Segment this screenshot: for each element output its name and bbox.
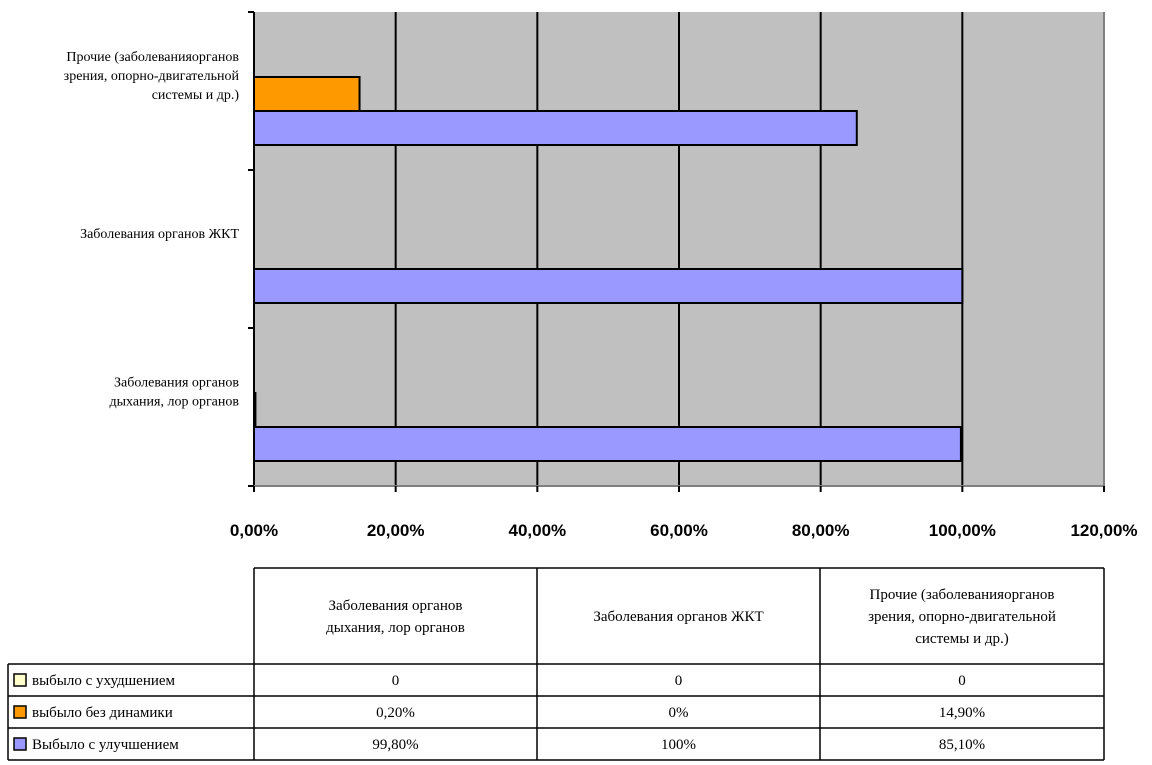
category-label: дыхания, лор органов xyxy=(109,395,239,410)
legend-swatch xyxy=(13,705,27,719)
table-header-cell: системы и др.) xyxy=(915,631,1009,647)
x-tick-label: 80,00% xyxy=(792,521,850,540)
legend-label: Выбыло с улучшением xyxy=(32,737,179,753)
table-header-cell: зрения, опорно-двигательной xyxy=(868,609,1056,625)
table-header-cell: Заболевания органов xyxy=(329,598,463,614)
table-cell: 0,20% xyxy=(376,705,415,721)
table-cell: 14,90% xyxy=(939,705,985,721)
bar-no-change xyxy=(253,76,361,112)
table-cell: 0 xyxy=(958,673,966,689)
table-cell: 100% xyxy=(661,737,696,753)
bar-no-change xyxy=(253,392,257,428)
x-tick-label: 40,00% xyxy=(508,521,566,540)
bar-improved xyxy=(253,268,964,304)
legend-swatch xyxy=(13,737,27,751)
table-header-cell: Прочие (заболеванияорганов xyxy=(870,587,1055,603)
x-tick-label: 20,00% xyxy=(367,521,425,540)
plot-area: 0,00% 20,00% 40,00% 60,00% 80,00% 100,00% 120,… xyxy=(64,11,1138,540)
category-label: зрения, опорно-двигательной xyxy=(64,69,240,84)
table-cell: 99,80% xyxy=(372,737,418,753)
table-header-cell: дыхания, лор органов xyxy=(326,620,465,636)
bar-improved xyxy=(253,426,962,462)
category-label: Заболевания органов xyxy=(114,376,239,391)
x-tick-label: 120,00% xyxy=(1070,521,1137,540)
table-cell: 0 xyxy=(392,673,400,689)
legend-swatch xyxy=(13,673,27,687)
x-tick-label: 100,00% xyxy=(929,521,996,540)
table-cell: 0% xyxy=(669,705,689,721)
legend-label: выбыло с ухудшением xyxy=(32,673,176,689)
x-tick-label: 60,00% xyxy=(650,521,708,540)
category-label: Прочие (заболеванияорганов xyxy=(66,50,239,65)
data-table: Заболевания органов дыхания, лор органов З… xyxy=(7,567,1105,761)
legend-label: выбыло без динамики xyxy=(32,705,173,721)
bar-improved xyxy=(253,110,858,146)
table-cell: 0 xyxy=(675,673,683,689)
category-label: системы и др.) xyxy=(152,88,240,103)
table-header-cell: Заболевания органов ЖКТ xyxy=(593,609,763,625)
table-cell: 85,10% xyxy=(939,737,985,753)
x-tick-label: 0,00% xyxy=(230,521,278,540)
category-label: Заболевания органов ЖКТ xyxy=(80,227,239,242)
